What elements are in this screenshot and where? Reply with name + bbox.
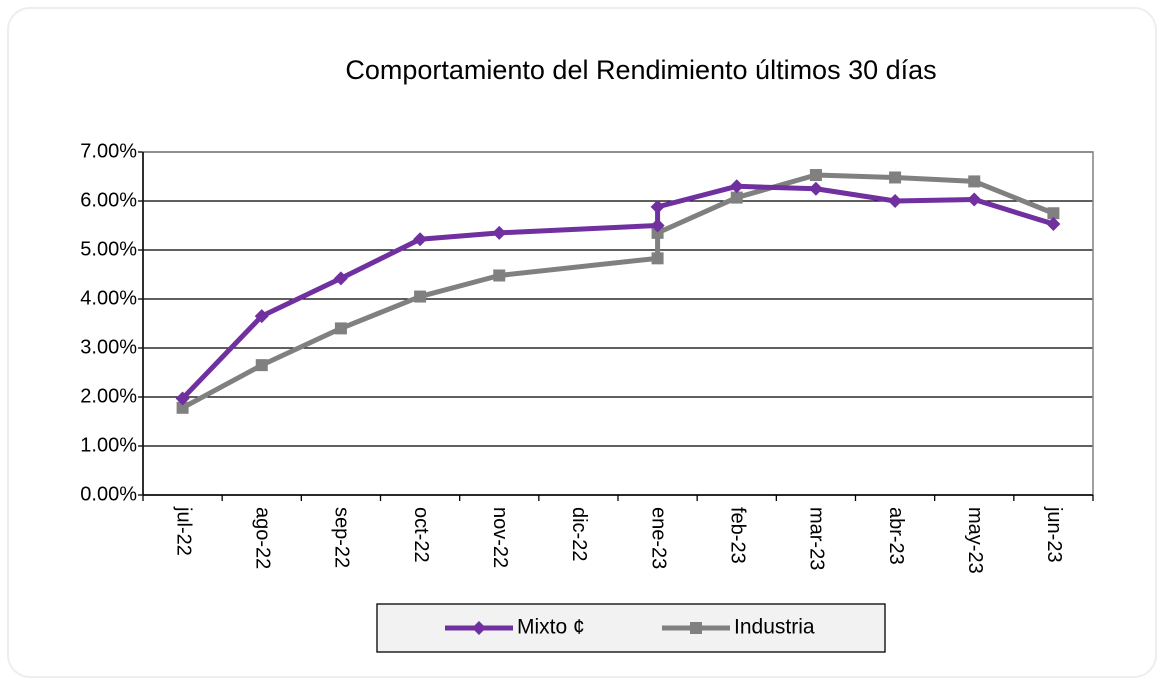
data-point — [333, 271, 348, 286]
chart-title: Comportamiento del Rendimiento últimos 3… — [345, 55, 936, 85]
x-tick-label: ago-22 — [251, 507, 273, 569]
x-tick-label: may-23 — [964, 507, 986, 574]
data-point — [651, 252, 664, 265]
data-point — [254, 309, 269, 324]
data-point — [968, 175, 981, 188]
x-tick-label: sep-22 — [331, 507, 353, 568]
y-tick-label: 3.00% — [80, 336, 137, 358]
x-tick-label: ene-23 — [647, 507, 669, 569]
y-tick-label: 7.00% — [80, 140, 137, 162]
data-point — [175, 391, 190, 406]
data-point — [176, 401, 189, 414]
x-tick-label: jul-22 — [172, 506, 194, 556]
data-point — [808, 181, 823, 196]
y-tick-label: 1.00% — [80, 434, 137, 456]
x-tick-label: dic-22 — [568, 507, 590, 561]
data-point — [888, 194, 903, 208]
x-tick-label: abr-23 — [885, 507, 907, 565]
data-point — [729, 179, 744, 194]
x-tick-label: jun-23 — [1043, 506, 1065, 563]
legend-label: Mixto ¢ — [517, 616, 585, 639]
data-point — [809, 169, 822, 182]
data-point — [650, 218, 665, 233]
data-point — [651, 226, 664, 239]
y-tick-label: 2.00% — [80, 385, 137, 407]
x-tick-label: oct-22 — [410, 507, 432, 563]
series-line — [180, 183, 1055, 401]
data-point — [650, 199, 665, 214]
chart-frame — [7, 7, 1157, 678]
data-point — [492, 225, 507, 240]
x-tick-label: mar-23 — [806, 507, 828, 570]
y-tick-label: 6.00% — [80, 189, 137, 211]
x-tick-label: nov-22 — [489, 507, 511, 568]
data-point — [334, 322, 347, 335]
data-point — [493, 269, 506, 282]
y-tick-label: 5.00% — [80, 238, 137, 260]
data-point — [1046, 217, 1061, 232]
data-point — [255, 359, 268, 372]
data-point — [1047, 207, 1060, 220]
legend-label: Industria — [734, 616, 815, 639]
y-tick-label: 0.00% — [80, 483, 137, 505]
x-tick-label: feb-23 — [726, 507, 748, 564]
data-point — [730, 191, 743, 204]
legend-marker — [472, 621, 486, 635]
y-tick-label: 4.00% — [80, 287, 137, 309]
data-point — [889, 171, 902, 184]
legend-marker — [690, 622, 702, 634]
series-line — [181, 172, 1055, 410]
data-point — [413, 232, 428, 247]
data-point — [414, 290, 427, 303]
data-point — [967, 192, 982, 207]
